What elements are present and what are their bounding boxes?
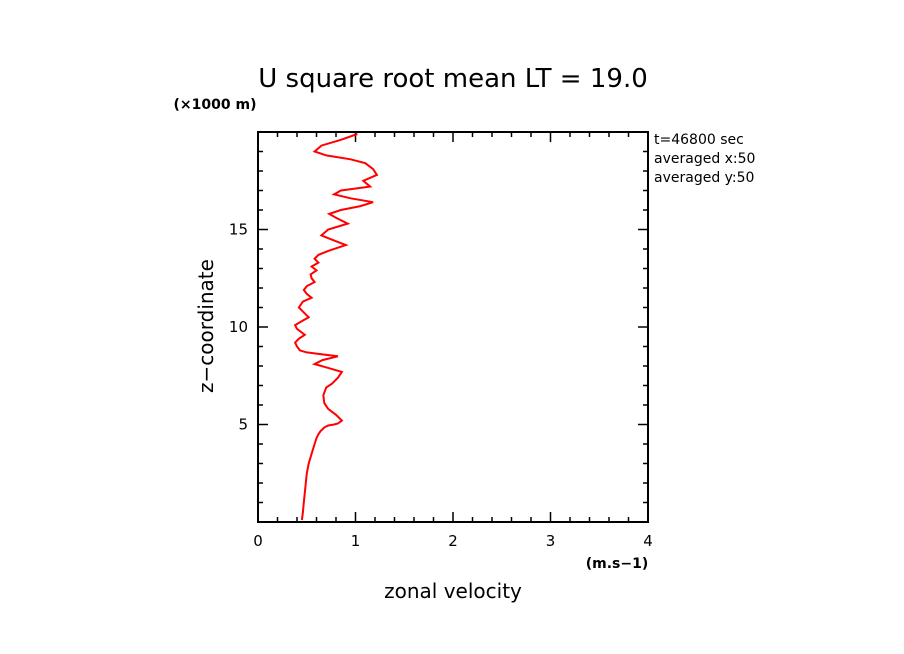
x-tick-label: 3 — [546, 532, 556, 550]
chart-title: U square root mean LT = 19.0 — [258, 64, 648, 94]
y-tick-label: 5 — [238, 416, 248, 434]
series-line — [293, 133, 379, 521]
x-tick-label: 2 — [448, 532, 458, 550]
y-tick-label: 10 — [229, 318, 248, 336]
x-axis-label: zonal velocity — [384, 579, 522, 603]
info-average-x: averaged x:50 — [654, 151, 755, 167]
x-tick-label: 4 — [643, 532, 653, 550]
run-info: t=46800 sec averaged x:50 averaged y:50 — [654, 132, 755, 186]
x-axis-unit: (m.s−1) — [586, 556, 649, 572]
plot-frame — [257, 131, 649, 523]
y-axis-unit: (×1000 m) — [174, 97, 257, 113]
info-time: t=46800 sec — [654, 132, 744, 148]
y-tick-label: 15 — [229, 221, 248, 239]
y-axis-label: z−coordinate — [194, 259, 218, 393]
info-average-y: averaged y:50 — [654, 170, 754, 186]
x-tick-label: 1 — [351, 532, 361, 550]
x-tick-label: 0 — [253, 532, 263, 550]
axis-ticks — [257, 131, 649, 523]
tick-labels: 0 1 2 3 4 5 10 15 — [229, 221, 653, 551]
